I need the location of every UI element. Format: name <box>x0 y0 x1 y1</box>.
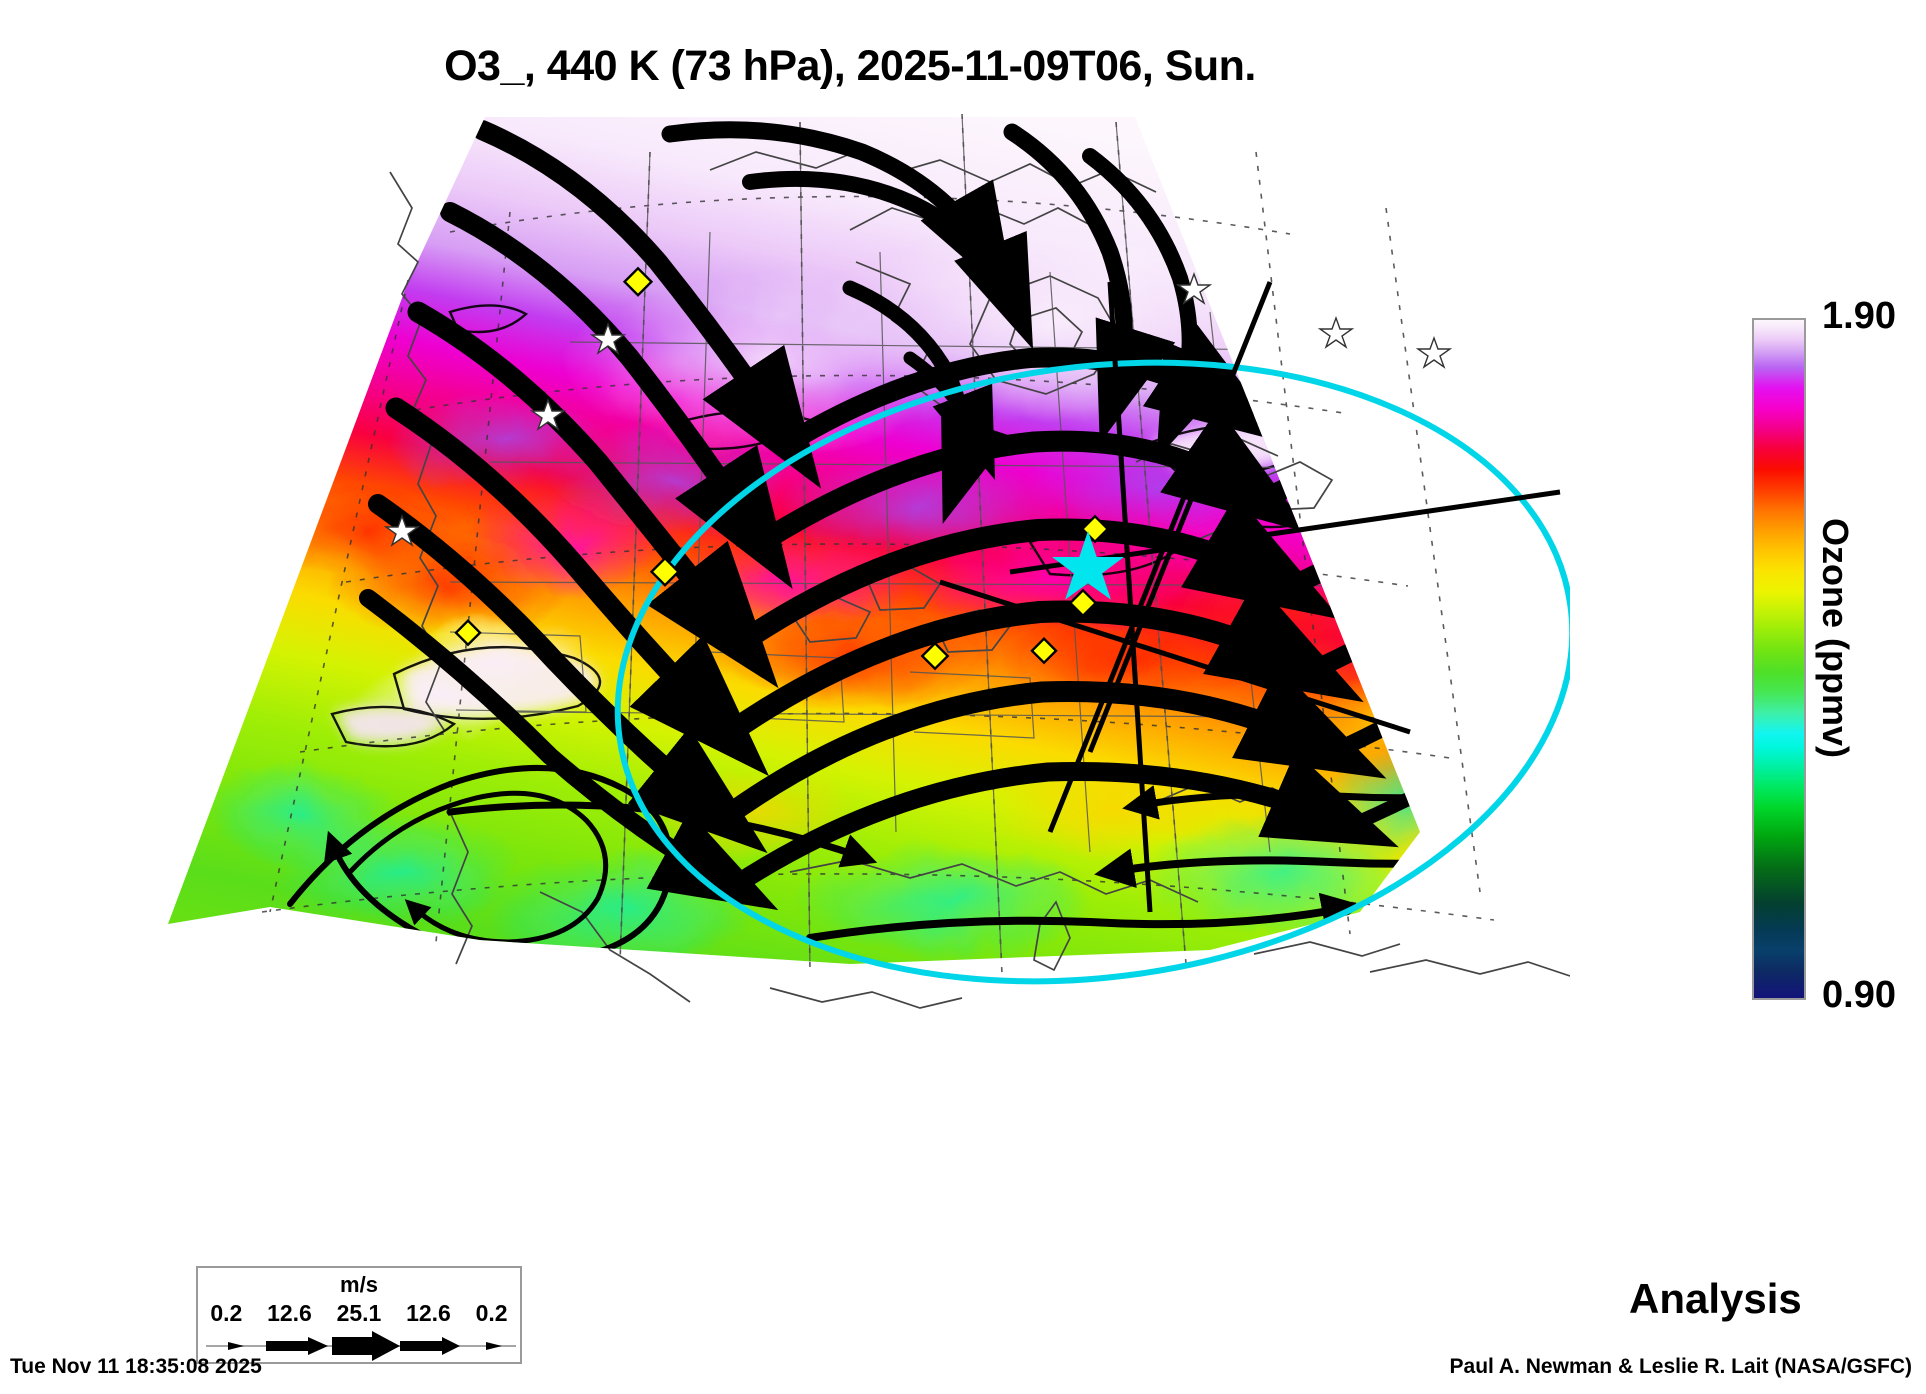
map-plot-area[interactable] <box>150 112 1570 1042</box>
site-marker[interactable] <box>622 266 654 297</box>
colorbar-gradient <box>1752 318 1806 1000</box>
wind-key-tick: 25.1 <box>336 1300 382 1326</box>
colorbar-axis-title: Ozone (ppmv) <box>1815 518 1856 758</box>
site-marker[interactable] <box>1068 588 1098 618</box>
site-marker[interactable] <box>454 618 482 647</box>
author-credit: Paul A. Newman & Leslie R. Lait (NASA/GS… <box>1449 1355 1912 1378</box>
colorbar-max-label: 1.90 <box>1822 295 1896 337</box>
page-title: O3_, 440 K (73 hPa), 2025-11-09T06, Sun. <box>444 42 1256 90</box>
wind-key-unit-label: m/s <box>340 1272 378 1297</box>
site-marker[interactable] <box>1030 636 1058 665</box>
range-circle <box>614 359 1570 985</box>
wind-key-tick: 12.6 <box>267 1300 312 1326</box>
wind-speed-key: m/s 0.2 12.6 25.1 12.6 0.2 <box>196 1266 522 1364</box>
analysis-label: Analysis <box>1629 1275 1802 1322</box>
site-marker[interactable] <box>649 556 681 587</box>
site-markers[interactable] <box>454 266 1110 671</box>
map-svg[interactable] <box>150 112 1570 1042</box>
site-marker[interactable] <box>920 641 950 671</box>
wind-key-tick-labels: 0.2 12.6 25.1 12.6 0.2 <box>198 1300 520 1327</box>
wind-key-tick: 0.2 <box>210 1300 243 1326</box>
colorbar-min-label: 0.90 <box>1822 974 1896 1016</box>
generation-timestamp: Tue Nov 11 18:35:08 2025 <box>10 1355 262 1378</box>
wind-key-arrow-scale <box>206 1331 516 1361</box>
reference-stars <box>383 271 1453 547</box>
wind-key-tick: 0.2 <box>475 1300 508 1326</box>
wind-key-tick: 12.6 <box>406 1300 451 1326</box>
colorbar-group: 1.90 0.90 Ozone (ppmv) <box>1752 295 1896 1016</box>
station-marker[interactable] <box>1052 530 1124 600</box>
